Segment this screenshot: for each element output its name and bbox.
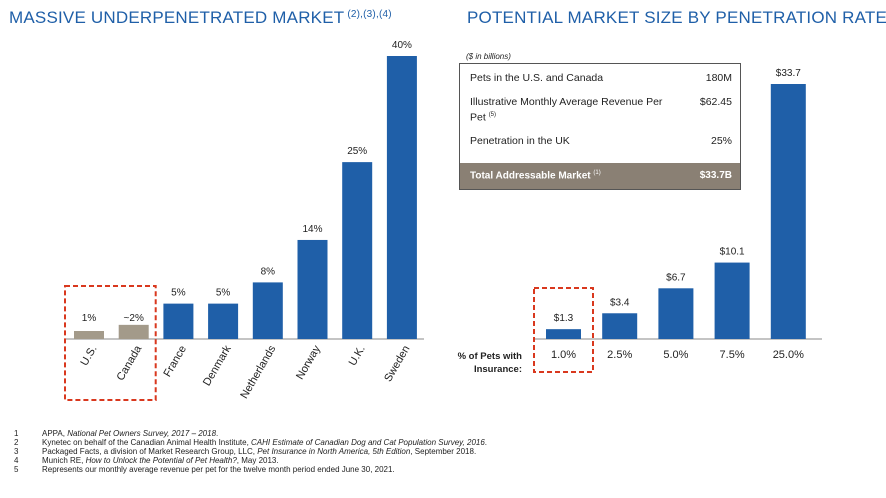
bar xyxy=(658,288,694,339)
category-label: 5.0% xyxy=(663,349,688,361)
bar xyxy=(386,56,417,339)
bar xyxy=(546,329,581,339)
penetration-by-country-chart: 1% U.S. ~2% Canada 5% France 5% Denmark 8% Nether… xyxy=(64,40,424,401)
category-label: Sweden xyxy=(382,344,412,384)
bar xyxy=(714,262,750,339)
category-label: Canada xyxy=(115,343,145,383)
data-label: 1% xyxy=(82,313,97,324)
data-label: $3.4 xyxy=(610,297,630,308)
bar xyxy=(163,303,194,339)
data-label: $33.7 xyxy=(776,68,801,79)
category-label: 1.0% xyxy=(551,349,576,361)
bar xyxy=(74,331,104,339)
data-label: 14% xyxy=(302,224,322,235)
highlight-box xyxy=(533,287,594,373)
total-ref: (1) xyxy=(593,170,601,176)
data-label: $1.3 xyxy=(554,313,574,324)
category-label: Netherlands xyxy=(238,343,278,401)
data-label: $6.7 xyxy=(666,272,686,283)
total-value: $33.7B xyxy=(699,170,732,181)
bar xyxy=(342,162,373,339)
table-row-value: 25% xyxy=(710,135,732,147)
category-label: 2.5% xyxy=(607,349,632,361)
bar xyxy=(118,324,149,339)
market-size-table: Pets in the U.S. and Canada 180M Illustr… xyxy=(459,63,741,190)
bar xyxy=(252,282,283,339)
data-label: 40% xyxy=(392,40,412,51)
category-label: U.S. xyxy=(79,344,100,369)
category-label: France xyxy=(161,344,189,380)
data-label: 8% xyxy=(261,266,276,277)
category-label: U.K. xyxy=(347,344,368,369)
table-row-value: 180M xyxy=(705,72,732,84)
total-row: Total Addressable Market (1) $33.7B xyxy=(460,163,740,189)
left-chart-title: MASSIVE UNDERPENETRATED MARKET (2),(3),(4… xyxy=(9,8,392,27)
category-label: Denmark xyxy=(201,343,234,388)
right-chart-title: POTENTIAL MARKET SIZE BY PENETRATION RAT… xyxy=(467,8,886,27)
category-label: 25.0% xyxy=(773,349,804,361)
bar xyxy=(602,313,638,339)
table-row-ref: (5) xyxy=(488,112,497,118)
market-size-chart: $1.3 1.0% $3.4 2.5% $6.7 5.0% $10.1 7.5% $33.7 25… xyxy=(533,68,822,373)
bar xyxy=(208,303,239,339)
left-title-refs: (2),(3),(4) xyxy=(347,9,392,20)
data-label: ~2% xyxy=(124,313,144,324)
table-row-label: Penetration in the UK xyxy=(470,135,570,147)
category-label: 7.5% xyxy=(720,349,745,361)
data-label: 25% xyxy=(347,146,367,157)
bar xyxy=(297,239,328,339)
table-row-value: $62.45 xyxy=(699,96,732,108)
table-row-label: Pets in the U.S. and Canada xyxy=(470,72,604,84)
highlight-box xyxy=(64,285,157,401)
data-label: 5% xyxy=(216,288,231,299)
units-label: ($ in billions) xyxy=(466,52,511,61)
insurance-axis-label: % of Pets with Insurance: xyxy=(457,351,522,375)
bar xyxy=(770,84,806,339)
data-label: $10.1 xyxy=(720,247,745,258)
table-row-label: Illustrative Monthly Average Revenue Per… xyxy=(470,96,663,124)
total-label: Total Addressable Market (1) xyxy=(470,170,601,182)
data-label: 5% xyxy=(171,288,186,299)
category-label: Norway xyxy=(294,343,323,382)
